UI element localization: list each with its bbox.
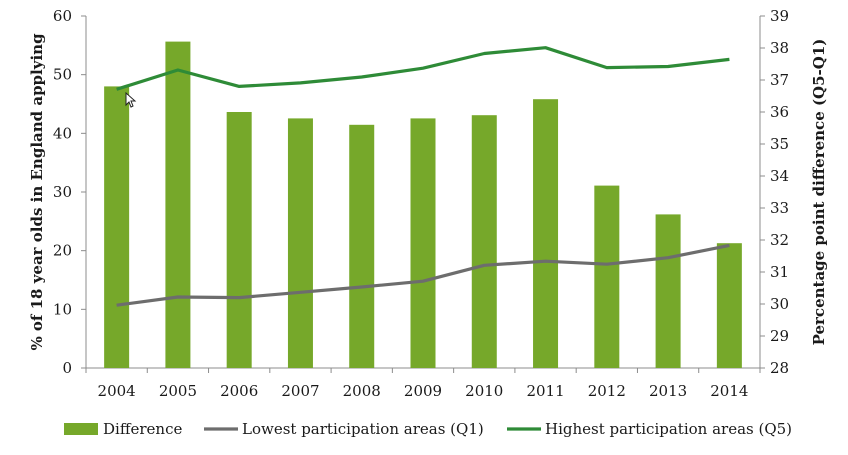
y-tick-right-label: 33 <box>770 199 789 217</box>
x-tick-label: 2009 <box>404 382 442 400</box>
y-tick-right-label: 37 <box>770 71 789 89</box>
mouse-cursor-icon <box>125 91 137 108</box>
legend-label-highest: Highest participation areas (Q5) <box>545 420 792 438</box>
line-highest-participation <box>116 46 730 91</box>
bar-difference <box>594 185 620 368</box>
y-tick-right-label: 29 <box>770 327 789 345</box>
x-tick-label: 2005 <box>159 382 197 400</box>
bar-difference <box>655 214 681 368</box>
bar-difference <box>716 243 742 368</box>
y-tick-right-label: 39 <box>770 7 789 25</box>
bar-difference <box>226 112 252 368</box>
bar-difference <box>471 115 497 368</box>
y-tick-left-label: 60 <box>53 7 72 25</box>
bar-difference <box>165 41 191 368</box>
y-axis-left-title: % of 18 year olds in England applying <box>28 33 46 351</box>
x-tick-label: 2014 <box>710 382 748 400</box>
x-tick-label: 2013 <box>649 382 687 400</box>
x-tick-label: 2006 <box>220 382 258 400</box>
bar-difference <box>104 86 130 369</box>
y-tick-right-label: 35 <box>770 135 789 153</box>
line-lowest-participation <box>116 243 730 307</box>
x-tick-label: 2004 <box>98 382 136 400</box>
y-tick-left-label: 30 <box>53 183 72 201</box>
x-tick-label: 2008 <box>343 382 381 400</box>
y-tick-right-label: 32 <box>770 231 789 249</box>
x-tick-label: 2012 <box>588 382 626 400</box>
x-tick-label: 2010 <box>465 382 503 400</box>
y-tick-right-label: 38 <box>770 39 789 57</box>
y-tick-left-label: 50 <box>53 66 72 84</box>
y-tick-left-label: 20 <box>53 242 72 260</box>
y-tick-right-label: 34 <box>770 167 789 185</box>
y-tick-left-label: 10 <box>53 300 72 318</box>
y-axis-right-title: Percentage point difference (Q5-Q1) <box>810 39 828 346</box>
bar-difference <box>533 99 559 368</box>
bar-difference <box>349 124 375 368</box>
y-tick-right-label: 36 <box>770 103 789 121</box>
legend-label-difference: Difference <box>103 420 182 438</box>
bar-difference <box>410 118 436 369</box>
y-tick-left-label: 0 <box>62 359 72 377</box>
legend-label-lowest: Lowest participation areas (Q1) <box>242 420 484 438</box>
x-tick-label: 2011 <box>526 382 564 400</box>
y-tick-left-label: 40 <box>53 124 72 142</box>
legend-swatch-difference <box>64 423 98 435</box>
bar-difference <box>287 118 313 369</box>
x-tick-label: 2007 <box>281 382 319 400</box>
y-tick-right-label: 30 <box>770 295 789 313</box>
y-tick-right-label: 28 <box>770 359 789 377</box>
y-tick-right-label: 31 <box>770 263 789 281</box>
